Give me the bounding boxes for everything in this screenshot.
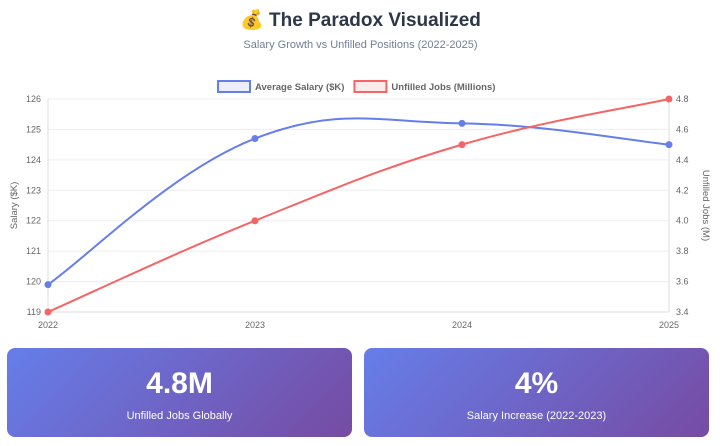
data-point xyxy=(251,217,259,225)
x-tick-label: 2025 xyxy=(659,320,679,330)
legend-label: Average Salary ($K) xyxy=(255,82,344,93)
title-text: The Paradox Visualized xyxy=(269,10,481,31)
stat-value: 4.8M xyxy=(146,367,213,400)
y-right-tick-label: 3.6 xyxy=(676,277,689,287)
data-point xyxy=(665,141,673,149)
money-bag-icon: 💰 xyxy=(240,10,264,31)
data-point xyxy=(458,141,466,149)
y-right-tick-label: 4.4 xyxy=(676,155,689,165)
series-line-salary xyxy=(47,117,670,286)
y-right-tick-label: 3.8 xyxy=(676,246,689,256)
stat-label: Unfilled Jobs Globally xyxy=(126,410,233,422)
y-left-tick-label: 122 xyxy=(26,216,41,226)
legend-label: Unfilled Jobs (Millions) xyxy=(391,82,495,93)
data-point xyxy=(458,119,466,127)
y-left-tick-label: 126 xyxy=(26,94,41,104)
legend-swatch xyxy=(217,80,251,93)
y-left-tick-label: 121 xyxy=(26,246,41,256)
data-point xyxy=(44,308,52,316)
data-point xyxy=(44,281,52,289)
stat-label: Salary Increase (2022-2023) xyxy=(466,410,607,422)
stat-value: 4% xyxy=(514,367,559,400)
y-right-axis-title: Unfilled Jobs (M) xyxy=(700,170,711,241)
series-line-unfilled-jobs xyxy=(47,98,670,313)
y-left-tick-label: 120 xyxy=(26,277,41,287)
y-right-tick-label: 4.2 xyxy=(676,185,689,195)
page-subtitle: Salary Growth vs Unfilled Positions (202… xyxy=(243,39,478,51)
y-left-tick-label: 124 xyxy=(26,155,41,165)
y-left-tick-label: 119 xyxy=(27,307,41,317)
stat-card-unfilled: 4.8M Unfilled Jobs Globally xyxy=(7,348,352,437)
y-left-tick-label: 125 xyxy=(26,124,41,134)
y-right-tick-label: 4.0 xyxy=(676,216,689,226)
line-chart: 119 120 121 122 123 124 125 126 3.4 3.6 3.8 4.0 4.2 4… xyxy=(9,80,711,330)
legend-swatch xyxy=(353,80,388,93)
y-right-tick-label: 4.8 xyxy=(676,94,689,104)
stat-card-salary: 4% Salary Increase (2022-2023) xyxy=(364,348,709,437)
y-left-tick-label: 123 xyxy=(26,185,41,195)
y-right-tick-label: 4.6 xyxy=(676,124,689,134)
data-point xyxy=(251,135,259,143)
x-tick-label: 2022 xyxy=(38,320,58,330)
data-point xyxy=(665,95,673,103)
page-title: 💰 The Paradox Visualized xyxy=(0,8,721,32)
x-tick-label: 2024 xyxy=(452,320,472,330)
x-tick-label: 2023 xyxy=(245,320,265,330)
y-right-tick-label: 3.4 xyxy=(676,307,689,317)
y-left-axis-title: Salary ($K) xyxy=(9,182,20,230)
